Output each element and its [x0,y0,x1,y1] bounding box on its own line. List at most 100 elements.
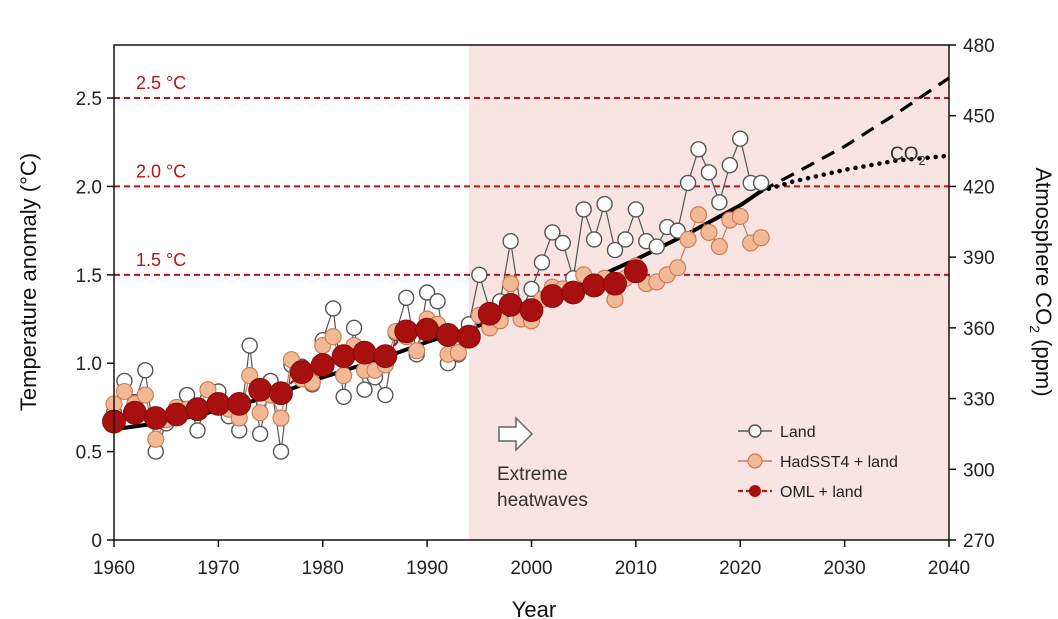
land-point-2006 [585,231,603,248]
oml-point-1996 [477,301,502,326]
right-y-tick-label-1: 300 [963,460,995,481]
oml-point-2004 [561,280,586,305]
oml-point-1972 [227,391,252,416]
legend-oml-label: OML + land [780,484,863,501]
x-tick-label-5: 2010 [615,558,657,579]
left-y-tick-label-1: 0.5 [76,443,102,464]
x-tick-label-7: 2030 [823,558,865,579]
right-y-tick-label-0: 270 [963,531,995,552]
land-point-2019 [721,157,739,174]
land-point-1976 [272,443,290,460]
hadsst-point-2015 [679,230,697,249]
oml-point-1986 [373,344,398,369]
hadsst-point-1993 [449,344,467,362]
land-point-1974 [251,425,269,443]
oml-point-1984 [352,340,377,365]
land-point-1981 [324,300,342,317]
land-point-1986 [377,386,394,404]
legend-hadsst-marker [747,453,763,469]
right-arrow-icon [498,416,534,452]
hadsst-point-2016 [689,206,708,224]
hadsst-point-1998 [502,275,520,293]
heatwave-label-line2: heatwaves [497,490,588,511]
right-y-tick-label-3: 360 [963,319,995,340]
co2-annotation-sub: 2 [919,153,926,168]
hadsst-point-1964 [147,430,165,448]
oml-series [102,259,648,434]
land-point-2005 [575,201,592,218]
legend-land-marker [748,424,762,438]
land-point-2003 [554,234,572,252]
oml-point-1976 [269,381,293,406]
hadsst-point-2018 [710,237,728,256]
oml-point-2010 [623,259,648,284]
hadsst-point-1973 [241,367,259,385]
land-point-1984 [356,381,373,398]
land-point-1968 [189,422,206,439]
oml-point-1964 [143,406,168,430]
land-point-1983 [345,319,363,337]
x-tick-label-8: 2040 [928,558,970,579]
hadsst-point-1989 [408,342,426,360]
land-point-2007 [596,195,613,213]
co2-annotation: CO2 [890,144,926,168]
land-point-2010 [627,201,645,218]
co2-annotation-main: CO [890,144,919,165]
hadsst-point-1976 [272,409,290,427]
hadsst-point-1974 [251,404,269,422]
right-y-axis-title-main: Atmosphere CO [1031,167,1056,325]
x-axis-title: Year [512,597,556,619]
legend: Land HadSST4 + land OML + land [738,424,898,501]
right-y-axis-title-tail: (ppm) [1031,333,1056,397]
oml-point-1968 [185,397,210,422]
left-y-tick-label-5: 2.5 [76,89,102,110]
left-y-tick-label-0: 0 [91,531,102,552]
oml-point-2008 [603,271,627,296]
land-point-1998 [502,233,519,250]
oml-point-1970 [206,391,231,416]
x-tick-label-1: 1970 [197,558,239,579]
hadsst-point-2022 [752,229,770,247]
left-y-tick-label-4: 2.0 [76,177,102,198]
left-y-axis-ticks: 0 0.5 1.0 1.5 2.0 2.5 [76,89,114,552]
land-point-1982 [335,388,352,406]
oml-point-1980 [310,353,335,377]
land-point-1991 [429,293,446,310]
land-point-1973 [241,337,258,354]
oml-point-2006 [582,273,607,298]
oml-point-2000 [519,298,544,323]
reference-lines: 2.5 °C 2.0 °C 1.5 °C [114,73,949,276]
right-y-axis-title-sub: 2 [1027,325,1043,333]
right-y-axis-ticks: 270 300 330 360 390 420 450 480 [949,36,995,552]
oml-point-1982 [331,344,356,369]
co2-projection-dashed-line [760,76,950,193]
land-point-2015 [679,174,697,192]
land-point-2001 [533,254,551,271]
hadsst-point-1981 [324,328,342,346]
oml-point-1988 [394,319,419,344]
hadsst-point-1963 [136,386,154,404]
land-point-1990 [418,284,436,301]
heatwave-label-line1: Extreme [497,464,568,485]
oml-point-1974 [248,377,273,402]
heatwave-annotation: Extreme heatwaves [497,416,588,511]
x-tick-label-2: 1980 [302,558,344,579]
land-point-2022 [752,174,770,192]
x-tick-label-3: 1990 [406,558,448,579]
right-y-tick-label-4: 390 [963,248,995,269]
right-y-tick-label-7: 480 [963,36,995,57]
hadsst-point-1982 [335,367,353,385]
legend-oml-marker [749,485,761,497]
right-y-axis-title: Atmosphere CO2 (ppm) [1027,167,1056,396]
oml-point-1992 [436,323,460,347]
oml-point-1990 [415,317,440,342]
hadsst-point-2020 [731,207,749,226]
x-tick-label-6: 2020 [719,558,761,579]
x-axis-ticks: 1960 1970 1980 1990 2000 2010 2020 2030 2040 [93,540,970,579]
land-point-2020 [732,130,749,147]
land-point-1988 [398,289,415,307]
land-point-2002 [544,224,561,241]
land-point-2016 [690,141,707,158]
land-point-1963 [137,362,154,379]
